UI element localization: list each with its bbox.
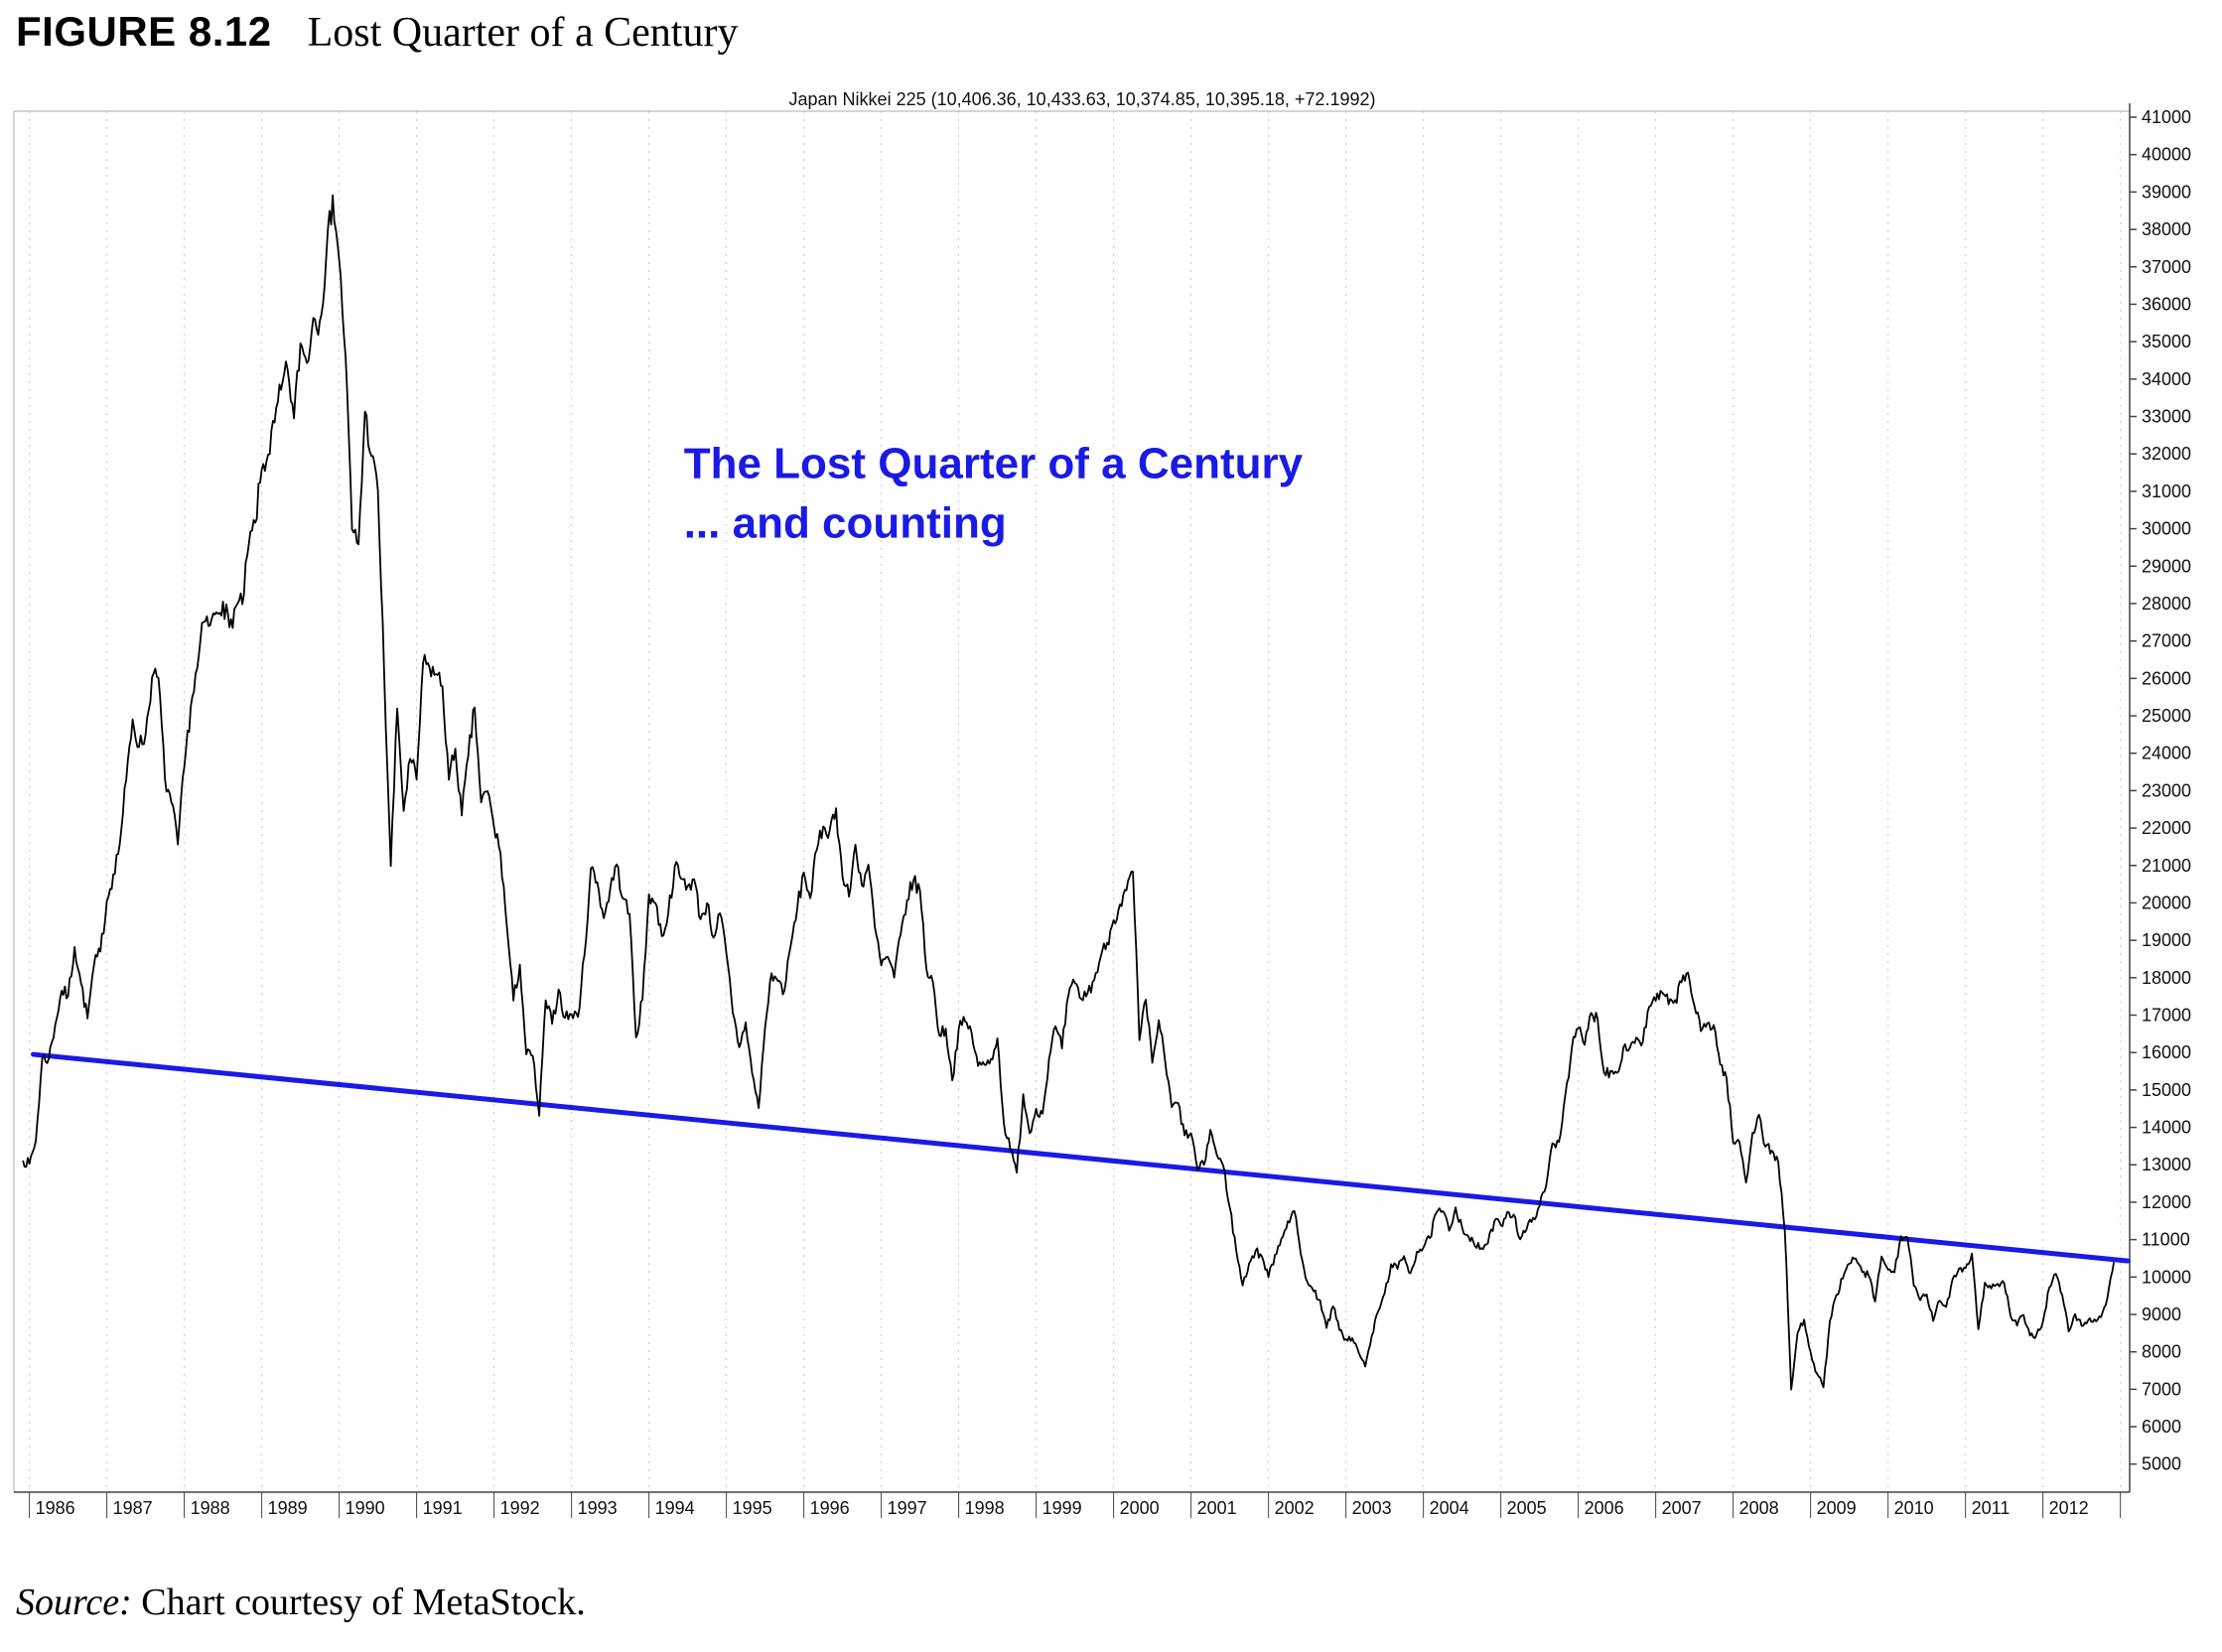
y-tick-label: 20000 <box>2142 893 2191 912</box>
x-year-label: 2005 <box>1507 1498 1547 1518</box>
x-year-label: 1991 <box>423 1498 463 1518</box>
y-tick-label: 7000 <box>2142 1379 2181 1399</box>
x-year-label: 1992 <box>500 1498 540 1518</box>
y-tick-label: 10000 <box>2142 1267 2191 1287</box>
figure-header: FIGURE 8.12 Lost Quarter of a Century <box>16 8 738 57</box>
y-tick-label: 32000 <box>2142 444 2191 464</box>
y-tick-label: 26000 <box>2142 668 2191 688</box>
y-tick-label: 8000 <box>2142 1342 2181 1362</box>
x-year-label: 2008 <box>1739 1498 1779 1518</box>
y-tick-label: 25000 <box>2142 706 2191 726</box>
y-tick-label: 41000 <box>2142 107 2191 127</box>
y-tick-label: 28000 <box>2142 594 2191 614</box>
source-text: Chart courtesy of MetaStock. <box>141 1582 586 1623</box>
x-year-label: 1993 <box>578 1498 618 1518</box>
x-year-label: 1990 <box>346 1498 385 1518</box>
y-tick-label: 38000 <box>2142 219 2191 239</box>
chart-area: Japan Nikkei 225 (10,406.36, 10,433.63, … <box>10 77 2212 1537</box>
trendline <box>31 1051 2131 1264</box>
y-tick-label: 21000 <box>2142 856 2191 876</box>
y-tick-label: 29000 <box>2142 556 2191 576</box>
y-tick-label: 19000 <box>2142 930 2191 950</box>
x-year-label: 2004 <box>1430 1498 1469 1518</box>
y-tick-label: 6000 <box>2142 1417 2181 1437</box>
y-tick-label: 9000 <box>2142 1305 2181 1324</box>
x-year-label: 2006 <box>1585 1498 1624 1518</box>
x-year-label: 1997 <box>888 1498 927 1518</box>
annotation-line: The Lost Quarter of a Century <box>684 440 1304 488</box>
y-tick-label: 39000 <box>2142 182 2191 202</box>
y-tick-label: 14000 <box>2142 1118 2191 1138</box>
x-year-label: 2010 <box>1894 1498 1934 1518</box>
y-tick-label: 30000 <box>2142 519 2191 539</box>
x-year-label: 2012 <box>2049 1498 2089 1518</box>
y-tick-label: 18000 <box>2142 968 2191 988</box>
y-tick-label: 40000 <box>2142 145 2191 165</box>
x-year-label: 1995 <box>733 1498 772 1518</box>
y-tick-label: 33000 <box>2142 407 2191 427</box>
y-tick-label: 24000 <box>2142 744 2191 763</box>
x-year-label: 1998 <box>965 1498 1005 1518</box>
x-year-label: 2003 <box>1352 1498 1392 1518</box>
y-tick-label: 15000 <box>2142 1080 2191 1100</box>
x-year-label: 1994 <box>655 1498 695 1518</box>
figure-title: Lost Quarter of a Century <box>307 10 739 56</box>
y-tick-label: 23000 <box>2142 780 2191 800</box>
y-tick-label: 13000 <box>2142 1155 2191 1174</box>
y-tick-label: 5000 <box>2142 1454 2181 1474</box>
x-year-label: 1986 <box>36 1498 75 1518</box>
x-year-label: 2011 <box>1972 1498 2011 1518</box>
y-tick-label: 34000 <box>2142 369 2191 389</box>
x-year-label: 2001 <box>1197 1498 1237 1518</box>
y-tick-label: 36000 <box>2142 294 2191 314</box>
y-tick-label: 27000 <box>2142 631 2191 651</box>
annotation-line: ... and counting <box>684 499 1007 548</box>
y-tick-label: 17000 <box>2142 1006 2191 1026</box>
source-prefix: Source: <box>16 1582 132 1623</box>
y-tick-label: 16000 <box>2142 1042 2191 1062</box>
source-line: Source: Chart courtesy of MetaStock. <box>16 1581 586 1624</box>
x-year-label: 2002 <box>1275 1498 1315 1518</box>
x-year-label: 1996 <box>810 1498 850 1518</box>
x-year-label: 1989 <box>268 1498 308 1518</box>
y-tick-label: 37000 <box>2142 257 2191 277</box>
figure-label: FIGURE 8.12 <box>16 8 272 55</box>
x-year-label: 1999 <box>1042 1498 1082 1518</box>
x-year-label: 1987 <box>113 1498 153 1518</box>
y-tick-label: 12000 <box>2142 1192 2191 1212</box>
y-tick-label: 22000 <box>2142 818 2191 838</box>
x-year-label: 2000 <box>1120 1498 1160 1518</box>
x-year-label: 2007 <box>1662 1498 1702 1518</box>
nikkei-chart: 5000 6000 7000 8000 9000 10000 11000 12000 13000… <box>13 103 2191 1518</box>
x-year-label: 2009 <box>1817 1498 1857 1518</box>
x-year-label: 1988 <box>191 1498 230 1518</box>
price-line <box>22 194 2115 1391</box>
y-tick-label: 11000 <box>2142 1230 2190 1250</box>
y-tick-label: 31000 <box>2142 482 2191 501</box>
y-tick-label: 35000 <box>2142 332 2191 351</box>
